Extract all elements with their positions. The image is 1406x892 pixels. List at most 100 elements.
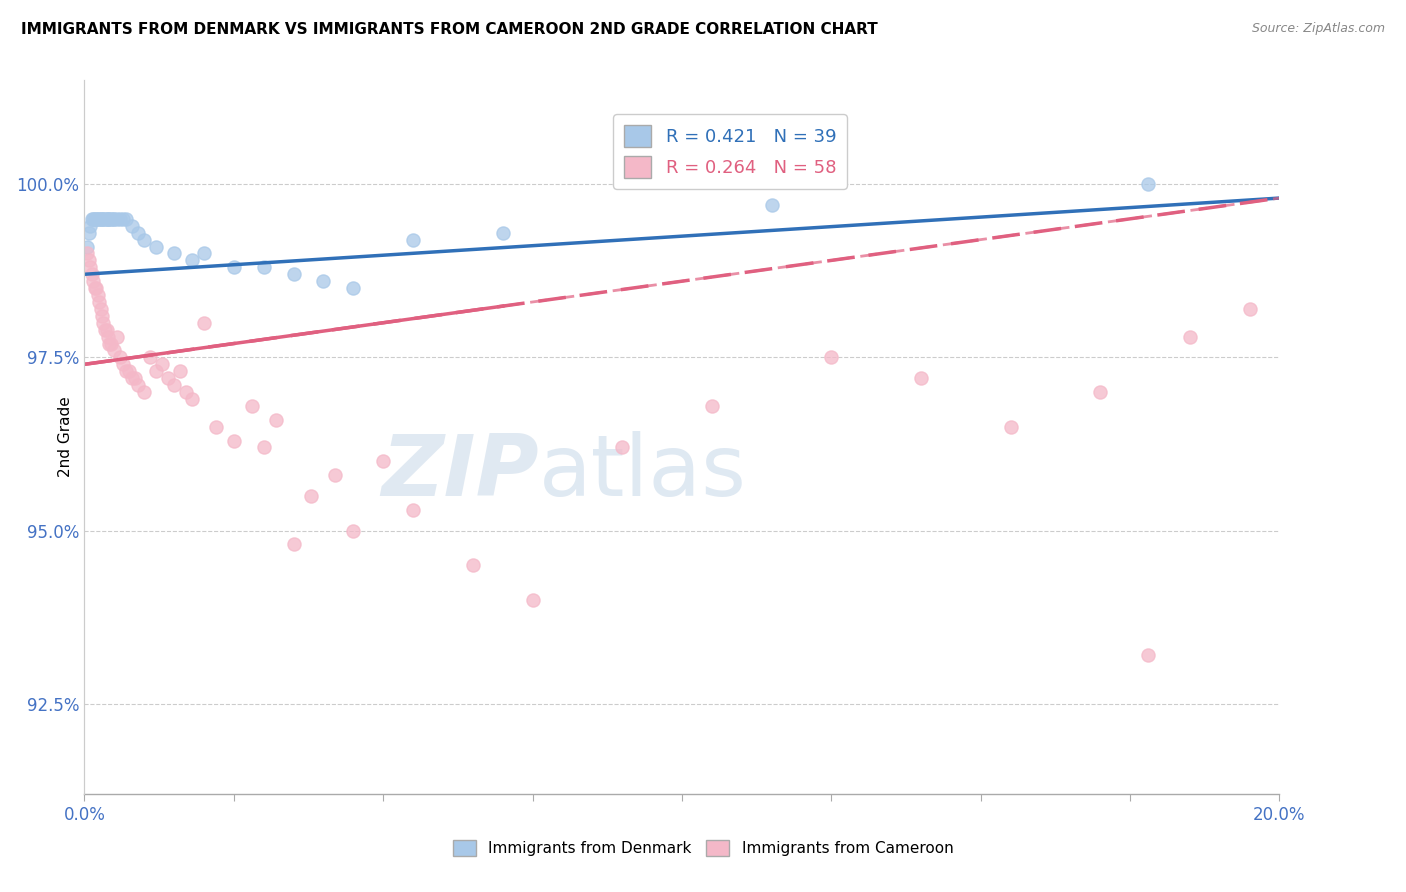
Point bbox=[86, 211, 108, 226]
Point bbox=[1178, 329, 1201, 343]
Point bbox=[97, 211, 120, 226]
Point bbox=[222, 260, 245, 275]
Point bbox=[1000, 419, 1022, 434]
Point bbox=[127, 226, 149, 240]
Point bbox=[118, 364, 141, 378]
Point bbox=[264, 413, 287, 427]
Point bbox=[96, 323, 118, 337]
Point bbox=[91, 309, 114, 323]
Point bbox=[169, 364, 191, 378]
Point bbox=[105, 211, 128, 226]
Legend: R = 0.421   N = 39, R = 0.264   N = 58: R = 0.421 N = 39, R = 0.264 N = 58 bbox=[613, 114, 846, 189]
Point bbox=[90, 301, 112, 316]
Point bbox=[312, 274, 335, 288]
Point bbox=[80, 267, 103, 281]
Point bbox=[193, 316, 215, 330]
Point bbox=[700, 399, 723, 413]
Point bbox=[1239, 301, 1261, 316]
Point bbox=[342, 524, 364, 538]
Point bbox=[86, 281, 108, 295]
Point bbox=[101, 211, 124, 226]
Point bbox=[1137, 648, 1160, 663]
Point bbox=[86, 288, 108, 302]
Point bbox=[84, 211, 107, 226]
Point bbox=[80, 211, 103, 226]
Point bbox=[77, 226, 100, 240]
Point bbox=[76, 239, 98, 253]
Text: ZIP: ZIP bbox=[381, 431, 538, 515]
Point bbox=[76, 246, 98, 260]
Point bbox=[612, 441, 634, 455]
Point bbox=[222, 434, 245, 448]
Point bbox=[115, 211, 138, 226]
Point bbox=[145, 364, 167, 378]
Point bbox=[96, 211, 118, 226]
Point bbox=[121, 219, 143, 233]
Point bbox=[301, 489, 323, 503]
Point bbox=[761, 198, 783, 212]
Point bbox=[94, 323, 117, 337]
Legend: Immigrants from Denmark, Immigrants from Cameroon: Immigrants from Denmark, Immigrants from… bbox=[447, 834, 959, 862]
Point bbox=[205, 419, 228, 434]
Point bbox=[174, 385, 197, 400]
Point bbox=[110, 351, 132, 365]
Point bbox=[112, 211, 135, 226]
Point bbox=[132, 233, 156, 247]
Text: Source: ZipAtlas.com: Source: ZipAtlas.com bbox=[1251, 22, 1385, 36]
Point bbox=[100, 336, 122, 351]
Point bbox=[82, 274, 104, 288]
Point bbox=[89, 211, 111, 226]
Text: atlas: atlas bbox=[538, 431, 747, 515]
Point bbox=[181, 253, 204, 268]
Point bbox=[82, 211, 104, 226]
Point bbox=[91, 211, 114, 226]
Point bbox=[112, 357, 135, 371]
Point bbox=[157, 371, 180, 385]
Point bbox=[89, 295, 111, 310]
Point bbox=[79, 260, 101, 275]
Point bbox=[910, 371, 932, 385]
Point bbox=[90, 211, 112, 226]
Point bbox=[402, 233, 425, 247]
Point bbox=[253, 441, 276, 455]
Point bbox=[283, 537, 305, 551]
Point bbox=[132, 385, 156, 400]
Point bbox=[325, 468, 347, 483]
Text: IMMIGRANTS FROM DENMARK VS IMMIGRANTS FROM CAMEROON 2ND GRADE CORRELATION CHART: IMMIGRANTS FROM DENMARK VS IMMIGRANTS FR… bbox=[21, 22, 877, 37]
Point bbox=[163, 378, 186, 392]
Point bbox=[461, 558, 484, 573]
Point bbox=[86, 211, 108, 226]
Point bbox=[100, 211, 122, 226]
Point bbox=[97, 329, 120, 343]
Point bbox=[240, 399, 263, 413]
Point bbox=[110, 211, 132, 226]
Y-axis label: 2nd Grade: 2nd Grade bbox=[58, 397, 73, 477]
Point bbox=[342, 281, 364, 295]
Point bbox=[181, 392, 204, 406]
Point bbox=[103, 211, 125, 226]
Point bbox=[103, 343, 125, 358]
Point bbox=[522, 593, 544, 607]
Point bbox=[84, 281, 107, 295]
Point bbox=[373, 454, 395, 468]
Point bbox=[139, 351, 162, 365]
Point bbox=[402, 503, 425, 517]
Point bbox=[98, 211, 121, 226]
Point bbox=[94, 211, 117, 226]
Point bbox=[127, 378, 149, 392]
Point bbox=[1137, 178, 1160, 192]
Point bbox=[93, 316, 115, 330]
Point bbox=[93, 211, 115, 226]
Point bbox=[105, 329, 128, 343]
Point bbox=[115, 364, 138, 378]
Point bbox=[124, 371, 146, 385]
Point bbox=[283, 267, 305, 281]
Point bbox=[253, 260, 276, 275]
Point bbox=[820, 351, 842, 365]
Point bbox=[163, 246, 186, 260]
Point bbox=[145, 239, 167, 253]
Point bbox=[492, 226, 515, 240]
Point bbox=[1090, 385, 1112, 400]
Point bbox=[121, 371, 143, 385]
Point bbox=[193, 246, 215, 260]
